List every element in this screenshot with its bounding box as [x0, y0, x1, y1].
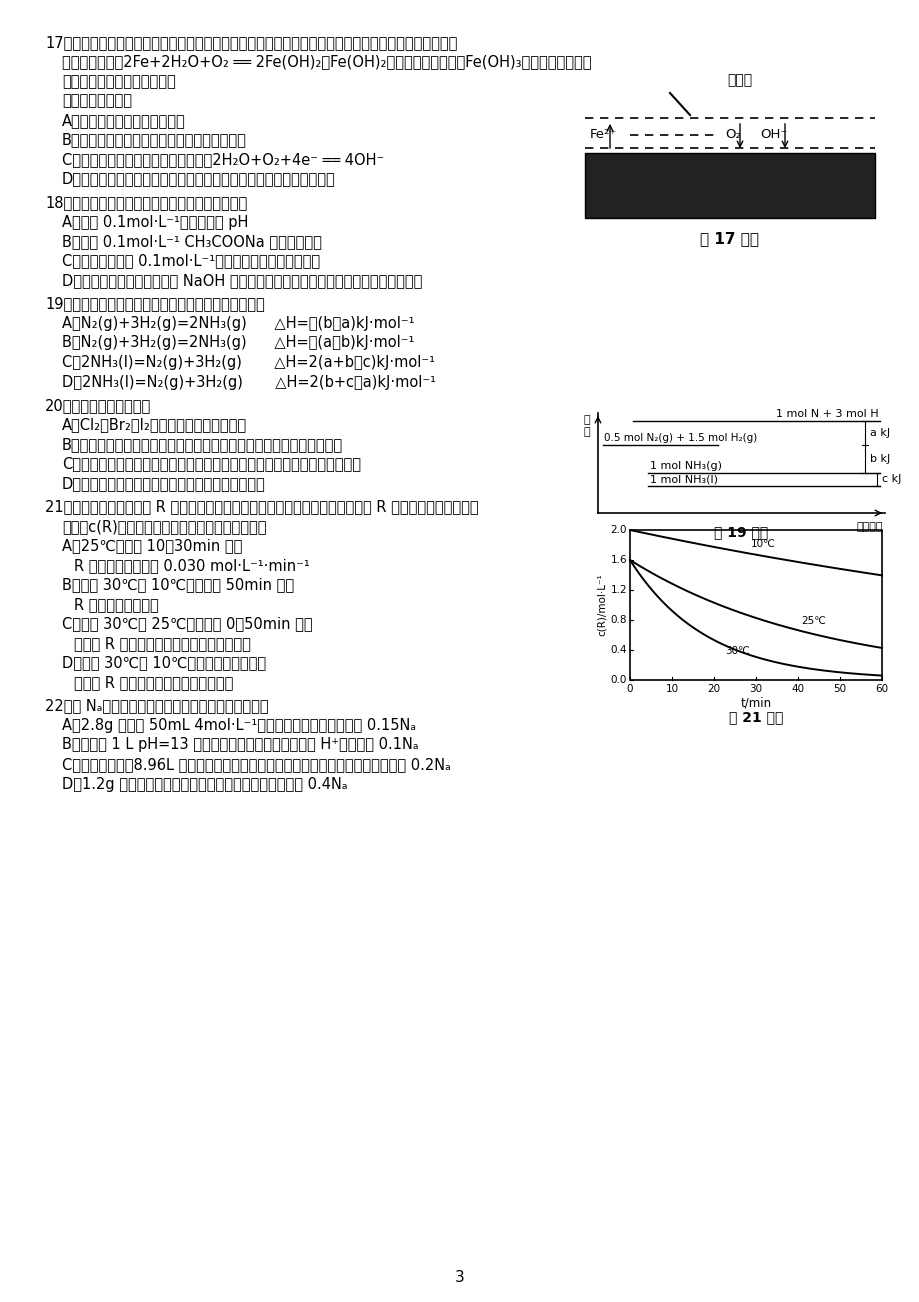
Text: B．石英是由硅原子和氧原子构成的原子晶体，加热熔化时需破坏共价键: B．石英是由硅原子和氧原子构成的原子晶体，加热熔化时需破坏共价键 [62, 437, 343, 452]
Text: t/min: t/min [740, 697, 771, 710]
Text: 21．为研究某溶液中溶质 R 的分解速率的影响因素，分别用三份不同初始浓度的 R 溶液在不同温度下进行: 21．为研究某溶液中溶质 R 的分解速率的影响因素，分别用三份不同初始浓度的 R… [45, 500, 478, 514]
Text: a kJ: a kJ [869, 428, 890, 437]
Text: 实验，c(R)随时间变化如图。下列说法不正确的是: 实验，c(R)随时间变化如图。下列说法不正确的是 [62, 519, 267, 534]
Text: 60: 60 [875, 684, 888, 694]
Text: C．比较浓度均为 0.1mol·L⁻¹盐酸和醋酸溶液的导电能力: C．比较浓度均为 0.1mol·L⁻¹盐酸和醋酸溶液的导电能力 [62, 254, 320, 268]
Text: A．N₂(g)+3H₂(g)=2NH₃(g)      △H=－(b－a)kJ·mol⁻¹: A．N₂(g)+3H₂(g)=2NH₃(g) △H=－(b－a)kJ·mol⁻¹ [62, 316, 414, 331]
Text: A．2.8g 铁粉与 50mL 4mol·L⁻¹盐酸反应转移电子的数目为 0.15Nₐ: A．2.8g 铁粉与 50mL 4mol·L⁻¹盐酸反应转移电子的数目为 0.1… [62, 717, 415, 733]
Text: 20．下列说法不正确的是: 20．下列说法不正确的是 [45, 398, 151, 413]
Text: B．常温下 1 L pH=13 的氢氧化钠溶液中由水电离出的 H⁺的数目为 0.1Nₐ: B．常温下 1 L pH=13 的氢氧化钠溶液中由水电离出的 H⁺的数目为 0.… [62, 737, 418, 753]
Text: 脱水生成铁锈，其原理如图。: 脱水生成铁锈，其原理如图。 [62, 74, 176, 89]
Text: C．对比 30℃和 25℃曲线，在 0～50min 内，: C．对比 30℃和 25℃曲线，在 0～50min 内， [62, 617, 312, 631]
Text: 30℃: 30℃ [724, 646, 749, 656]
Text: O₂: O₂ [724, 128, 740, 141]
Text: b kJ: b kJ [869, 454, 890, 464]
Text: D．2NH₃(l)=N₂(g)+3H₂(g)       △H=2(b+c－a)kJ·mol⁻¹: D．2NH₃(l)=N₂(g)+3H₂(g) △H=2(b+c－a)kJ·mol… [62, 375, 436, 389]
Text: 下列说法正确的是: 下列说法正确的是 [62, 94, 131, 108]
Text: 3: 3 [455, 1269, 464, 1285]
Text: R 的分解百分率相等: R 的分解百分率相等 [74, 598, 159, 612]
Text: 食盐水: 食盐水 [727, 73, 752, 87]
Text: D．1.2g 金刚石与石墨的混合物中含有碳碳单键的数目为 0.4Nₐ: D．1.2g 金刚石与石墨的混合物中含有碳碳单键的数目为 0.4Nₐ [62, 776, 347, 792]
Text: c(R)/mol·L⁻¹: c(R)/mol·L⁻¹ [596, 574, 607, 637]
Text: 第 21 题图: 第 21 题图 [728, 710, 782, 724]
Text: A．测定 0.1mol·L⁻¹醋酸溶液的 pH: A．测定 0.1mol·L⁻¹醋酸溶液的 pH [62, 215, 248, 229]
Text: 25℃: 25℃ [800, 616, 825, 626]
Text: 30: 30 [749, 684, 762, 694]
Text: A．25℃时，在 10～30min 内，: A．25℃时，在 10～30min 内， [62, 539, 242, 553]
Bar [584, 154, 874, 217]
Text: 50: 50 [833, 684, 845, 694]
Text: R 的分解平均速率为 0.030 mol·L⁻¹·min⁻¹: R 的分解平均速率为 0.030 mol·L⁻¹·min⁻¹ [74, 559, 310, 573]
Text: 第 19 题图: 第 19 题图 [713, 525, 767, 539]
Text: Fe²⁺: Fe²⁺ [589, 128, 617, 141]
Text: 40: 40 [790, 684, 804, 694]
Text: 0.8: 0.8 [610, 615, 627, 625]
Text: 19．根据能量变化示意图，下列热化学方程式正确的是: 19．根据能量变化示意图，下列热化学方程式正确的是 [45, 297, 265, 311]
Text: C．氢氧化钠在熔融状态下离子键被削弱，形成自由移动的离子，具有导电性: C．氢氧化钠在熔融状态下离子键被削弱，形成自由移动的离子，具有导电性 [62, 457, 360, 471]
Text: A．Cl₂、Br₂、I₂的分子间作用力依次减小: A．Cl₂、Br₂、I₂的分子间作用力依次减小 [62, 418, 247, 432]
Text: 20: 20 [707, 684, 720, 694]
Text: A．铁片发生还原反应而被腐蚀: A．铁片发生还原反应而被腐蚀 [62, 113, 186, 128]
Text: 10: 10 [664, 684, 678, 694]
Text: D．比较相同物质的量浓度的 NaOH 溶液和醋酸溶液恰好反应完全时消耗两溶液的体积: D．比较相同物质的量浓度的 NaOH 溶液和醋酸溶液恰好反应完全时消耗两溶液的体… [62, 273, 422, 288]
Text: 0.0: 0.0 [610, 674, 627, 685]
Text: 反应过程: 反应过程 [856, 522, 882, 533]
Text: C．铁片腐蚀中负极发生的电极反应：2H₂O+O₂+4e⁻ ══ 4OH⁻: C．铁片腐蚀中负极发生的电极反应：2H₂O+O₂+4e⁻ ══ 4OH⁻ [62, 152, 384, 167]
Bar [630, 530, 881, 680]
Text: D．对比 30℃和 10℃曲线，在同一时刻，: D．对比 30℃和 10℃曲线，在同一时刻， [62, 655, 266, 671]
Text: 0.5 mol N₂(g) + 1.5 mol H₂(g): 0.5 mol N₂(g) + 1.5 mol H₂(g) [604, 434, 756, 443]
Text: 能说明 R 的分解速率随温度升高而增大: 能说明 R 的分解速率随温度升高而增大 [74, 674, 233, 690]
Text: 1.6: 1.6 [609, 555, 627, 565]
Text: B．对比 30℃和 10℃曲线，在 50min 时，: B．对比 30℃和 10℃曲线，在 50min 时， [62, 578, 294, 592]
Text: OH⁻: OH⁻ [759, 128, 787, 141]
Text: 2.0: 2.0 [610, 525, 627, 535]
Text: D．铁片里的铁和碳与食盐水形成无数微小原电池，发生了电化学腐蚀: D．铁片里的铁和碳与食盐水形成无数微小原电池，发生了电化学腐蚀 [62, 172, 335, 186]
Text: B．铁片腐蚀最严重区域应该是生锈最多的区域: B．铁片腐蚀最严重区域应该是生锈最多的区域 [62, 133, 246, 147]
Text: 18．为证明醋酸是弱电解质，下列方法不正确的是: 18．为证明醋酸是弱电解质，下列方法不正确的是 [45, 195, 247, 210]
Text: B．N₂(g)+3H₂(g)=2NH₃(g)      △H=－(a－b)kJ·mol⁻¹: B．N₂(g)+3H₂(g)=2NH₃(g) △H=－(a－b)kJ·mol⁻¹ [62, 336, 414, 350]
Text: 0.4: 0.4 [610, 644, 627, 655]
Text: 1 mol NH₃(l): 1 mol NH₃(l) [650, 474, 717, 484]
Text: 0: 0 [626, 684, 632, 694]
Text: 1 mol NH₃(g): 1 mol NH₃(g) [650, 461, 721, 471]
Text: B．测定 0.1mol·L⁻¹ CH₃COONa 溶液的酸碱性: B．测定 0.1mol·L⁻¹ CH₃COONa 溶液的酸碱性 [62, 234, 322, 249]
Text: D．水电解生成氢气和氧气，有化学键的断裂和形成: D．水电解生成氢气和氧气，有化学键的断裂和形成 [62, 477, 266, 491]
Text: 10℃: 10℃ [750, 539, 775, 549]
Text: 总化学方程式：2Fe+2H₂O+O₂ ══ 2Fe(OH)₂，Fe(OH)₂进一步被氧气氧化为Fe(OH)₃，再在一定条件下: 总化学方程式：2Fe+2H₂O+O₂ ══ 2Fe(OH)₂，Fe(OH)₂进一… [62, 55, 591, 69]
Text: 17．在一块表面无锈的铁片上滴食盐水，放置一段时间后看到铁片上有铁锈出现。铁片腐蚀过程中发生的: 17．在一块表面无锈的铁片上滴食盐水，放置一段时间后看到铁片上有铁锈出现。铁片腐… [45, 35, 457, 49]
Text: C．2NH₃(l)=N₂(g)+3H₂(g)       △H=2(a+b－c)kJ·mol⁻¹: C．2NH₃(l)=N₂(g)+3H₂(g) △H=2(a+b－c)kJ·mol… [62, 355, 435, 370]
Text: 1.2: 1.2 [609, 585, 627, 595]
Text: 22．设 Nₐ为阿伏加德罗常数的值，下列说法正确的是: 22．设 Nₐ为阿伏加德罗常数的值，下列说法正确的是 [45, 698, 268, 713]
Text: c kJ: c kJ [881, 474, 901, 484]
Text: C．标准状况下，8.96L 氢气、一氧化碳的混合气体完全燃烧，消耗氧分子的数目为 0.2Nₐ: C．标准状况下，8.96L 氢气、一氧化碳的混合气体完全燃烧，消耗氧分子的数目为… [62, 756, 450, 772]
Text: 第 17 题图: 第 17 题图 [699, 230, 759, 246]
Text: 1 mol N + 3 mol H: 1 mol N + 3 mol H [776, 409, 878, 419]
Text: 能说明 R 的分解平均速率随温度升高而增大: 能说明 R 的分解平均速率随温度升高而增大 [74, 635, 251, 651]
Text: 能
量: 能 量 [583, 415, 589, 436]
